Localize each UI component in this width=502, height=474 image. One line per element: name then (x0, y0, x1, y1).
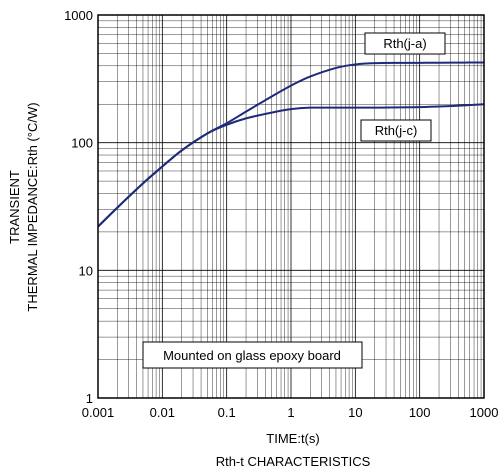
x-tick-label: 1000 (470, 405, 499, 420)
label-box-rth-jc (360, 119, 432, 142)
x-tick-label: 0.001 (82, 405, 115, 420)
y-axis-title-line1: TRANSIENT (7, 170, 22, 244)
x-tick-label: 1 (287, 405, 294, 420)
annotation-frame (142, 341, 363, 369)
y-tick-label: 1 (86, 391, 93, 406)
y-tick-labels: 1 10 100 1000 (64, 8, 93, 406)
grid (98, 15, 484, 398)
x-tick-label: 100 (409, 405, 431, 420)
x-tick-label: 0.01 (150, 405, 175, 420)
annotation-box: Mounted on glass epoxy board (142, 341, 363, 369)
series-name-rth-ja: Rth(j-a) (383, 36, 426, 51)
y-axis-title-line2: THERMAL IMPEDANCE:Rth (°C/W) (25, 102, 40, 311)
x-tick-label: 10 (348, 405, 362, 420)
y-tick-label: 1000 (64, 8, 93, 23)
series-name-rth-jc: Rth(j-c) (375, 123, 418, 138)
x-tick-label: 0.1 (218, 405, 236, 420)
annotation-text: Mounted on glass epoxy board (163, 348, 341, 363)
y-tick-label: 100 (71, 136, 93, 151)
series-lines (97, 61, 485, 228)
label-rth-ja: Rth(j-a) (364, 32, 446, 55)
label-rth-jc: Rth(j-c) (360, 119, 432, 142)
chart-caption: Rth-t CHARACTERISTICS (216, 454, 371, 469)
x-axis-title: TIME:t(s) (266, 431, 319, 446)
x-tick-labels: 0.001 0.01 0.1 1 10 100 1000 (82, 405, 499, 420)
series-line-rth-jc (97, 103, 485, 228)
label-box-rth-ja (364, 32, 446, 55)
plot-frame (97, 14, 485, 399)
y-tick-label: 10 (79, 263, 93, 278)
